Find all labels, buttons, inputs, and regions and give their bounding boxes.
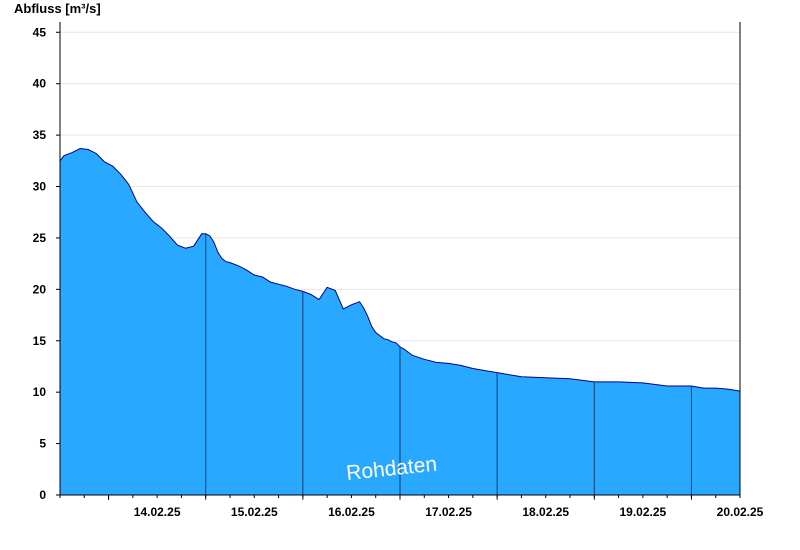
x-tick-label: 15.02.25 (231, 505, 278, 519)
x-tick-labels: 14.02.25 15.02.25 16.02.25 17.02.25 18.02.25… (134, 505, 764, 519)
y-tick-label: 30 (33, 180, 47, 194)
y-tick-label: 15 (33, 334, 47, 348)
y-tick-label: 45 (33, 25, 47, 39)
discharge-line (59, 147, 741, 392)
x-tick-label: 20.02.25 (717, 505, 764, 519)
x-tick-label: 17.02.25 (425, 505, 472, 519)
x-tick-label: 19.02.25 (619, 505, 666, 519)
x-tick-label: 16.02.25 (328, 505, 375, 519)
x-tick-label: 14.02.25 (134, 505, 181, 519)
y-tick-label: 20 (33, 282, 47, 296)
y-tick-label: 5 (39, 437, 46, 451)
y-tick-label: 25 (33, 231, 47, 245)
y-tick-label: 40 (33, 77, 47, 91)
data-area-layer (59, 147, 741, 495)
x-tick-label: 18.02.25 (522, 505, 569, 519)
y-tick-label: 10 (33, 385, 47, 399)
y-tick-label: 35 (33, 128, 47, 142)
discharge-area (60, 148, 740, 495)
axes (56, 22, 741, 498)
y-axis-label: Abfluss [m³/s] (14, 1, 101, 16)
y-tick-labels: 0 5 10 15 20 25 30 35 40 45 (33, 25, 47, 502)
y-tick-label: 0 (39, 488, 46, 502)
